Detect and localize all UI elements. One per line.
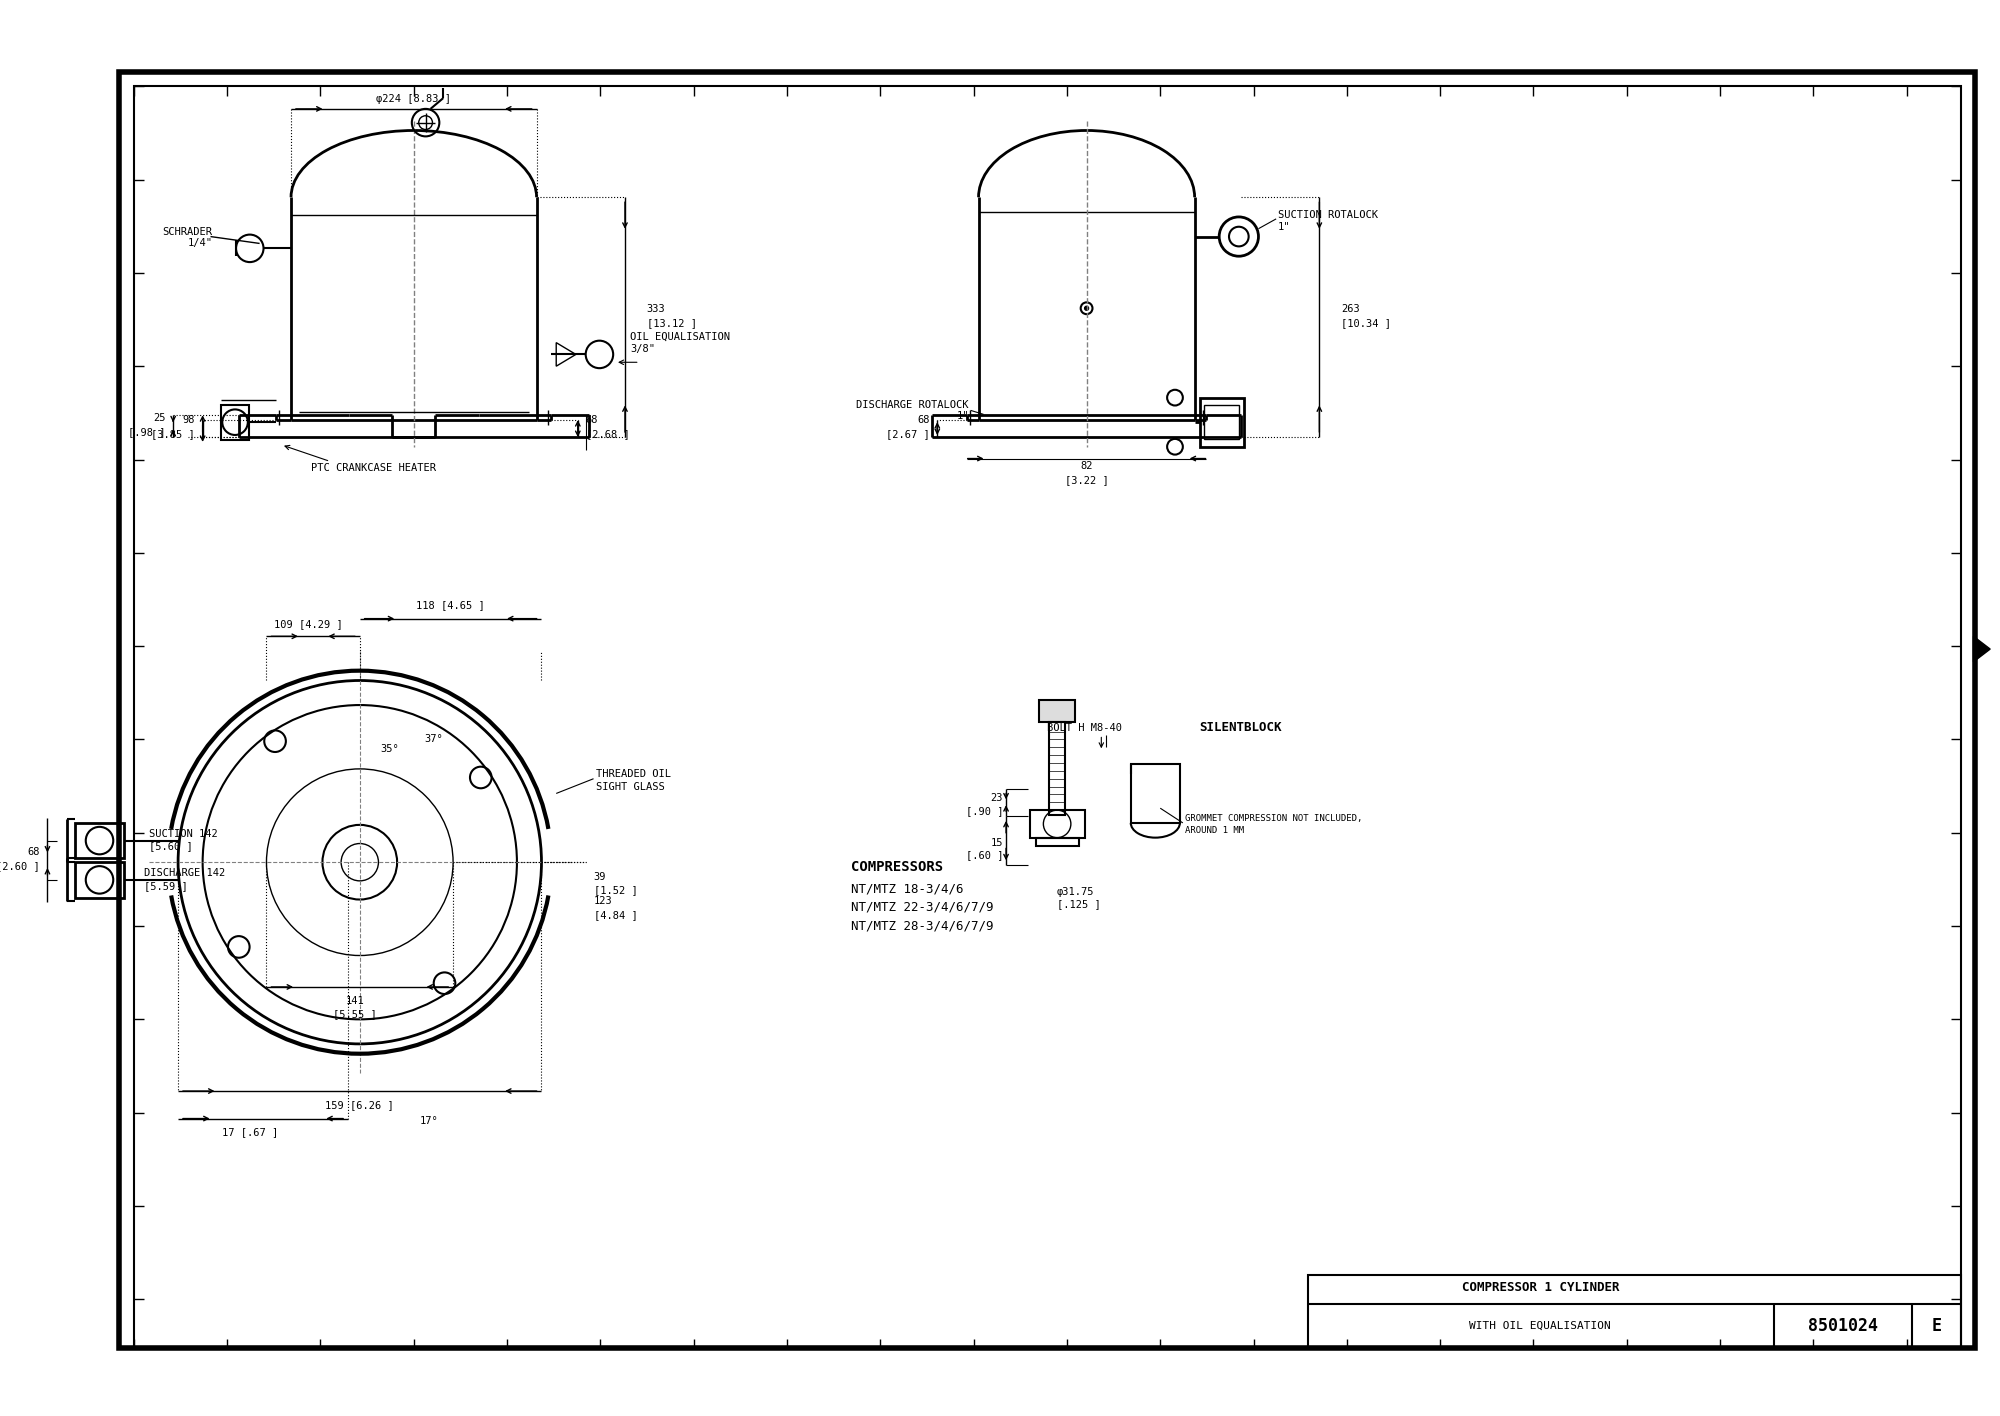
Text: NT/MTZ 18-3/4/6: NT/MTZ 18-3/4/6 [850,882,964,895]
Text: [.60 ]: [.60 ] [966,851,1004,861]
Text: 141: 141 [346,995,364,1005]
Text: NT/MTZ 28-3/4/6/7/9: NT/MTZ 28-3/4/6/7/9 [850,919,994,933]
Text: [4.84 ]: [4.84 ] [594,910,638,920]
Bar [1200,398,1244,446]
Text: [5.59 ]: [5.59 ] [144,881,188,891]
Text: [3.22 ]: [3.22 ] [1064,476,1108,486]
Text: 17°: 17° [420,1116,438,1126]
Bar [1030,810,1084,838]
Text: φ31.75: φ31.75 [1058,886,1094,896]
Text: 123: 123 [594,896,612,906]
Bar [74,823,124,858]
Text: BOLT H M8-40: BOLT H M8-40 [1048,722,1122,732]
Text: E: E [1932,1317,1942,1335]
Circle shape [1084,306,1088,310]
Text: φ224 [8.83 ]: φ224 [8.83 ] [376,93,452,103]
Bar [1040,700,1074,722]
Text: AROUND 1 MM: AROUND 1 MM [1184,827,1244,835]
Text: WITH OIL EQUALISATION: WITH OIL EQUALISATION [1470,1321,1612,1331]
Text: DISCHARGE ROTALOCK: DISCHARGE ROTALOCK [856,399,968,409]
Text: 159 [6.26 ]: 159 [6.26 ] [326,1100,394,1110]
Text: 68: 68 [916,415,930,425]
Text: SILENTBLOCK: SILENTBLOCK [1200,721,1282,733]
Text: SIGHT GLASS: SIGHT GLASS [596,782,664,792]
Text: [1.52 ]: [1.52 ] [594,885,638,895]
Text: [10.34 ]: [10.34 ] [1340,319,1390,329]
Text: THREADED OIL: THREADED OIL [596,769,670,779]
Polygon shape [1974,636,1990,661]
Text: 17 [.67 ]: 17 [.67 ] [222,1127,278,1137]
Text: 23: 23 [990,793,1004,803]
Bar [1308,1274,1960,1348]
Text: 68: 68 [28,847,40,857]
Text: SUCTION ROTALOCK: SUCTION ROTALOCK [1278,210,1378,219]
Text: 333: 333 [646,304,666,314]
Text: [2.60 ]: [2.60 ] [0,861,40,871]
Text: COMPRESSORS: COMPRESSORS [850,860,942,874]
Text: [2.68 ]: [2.68 ] [586,429,630,439]
Text: OIL EQUALISATION: OIL EQUALISATION [630,331,730,341]
Bar [74,862,124,898]
Text: 37°: 37° [424,735,442,745]
Text: COMPRESSOR 1 CYLINDER: COMPRESSOR 1 CYLINDER [1462,1281,1620,1294]
Text: [.125 ]: [.125 ] [1058,899,1100,909]
Text: GROMMET COMPRESSION NOT INCLUDED,: GROMMET COMPRESSION NOT INCLUDED, [1184,814,1362,823]
Text: 118 [4.65 ]: 118 [4.65 ] [416,600,484,610]
Text: 1/4": 1/4" [188,238,212,248]
Text: NT/MTZ 22-3/4/6/7/9: NT/MTZ 22-3/4/6/7/9 [850,901,994,913]
Bar [1036,838,1078,845]
Text: 25: 25 [152,413,166,423]
Text: 82: 82 [1080,462,1092,472]
Text: [.90 ]: [.90 ] [966,806,1004,816]
Text: 39: 39 [594,872,606,882]
Text: [5.60 ]: [5.60 ] [148,841,192,851]
Text: 3/8": 3/8" [630,344,654,354]
Text: [5.55 ]: [5.55 ] [332,1010,376,1020]
Text: SCHRADER: SCHRADER [162,227,212,236]
Text: SUCTION 142: SUCTION 142 [148,828,218,838]
Text: 15: 15 [990,837,1004,848]
Text: [3.85 ]: [3.85 ] [152,429,194,439]
Text: PTC CRANKCASE HEATER: PTC CRANKCASE HEATER [310,463,436,473]
Bar [222,405,248,440]
Text: [2.67 ]: [2.67 ] [886,429,930,439]
Bar [1130,765,1180,823]
Bar [1204,405,1238,439]
Text: 98: 98 [182,415,194,425]
Text: 8501024: 8501024 [1808,1317,1878,1335]
Bar [1050,722,1064,816]
Text: [13.12 ]: [13.12 ] [646,319,696,329]
Text: 35°: 35° [380,745,398,755]
Text: 1": 1" [1278,222,1290,232]
Text: 263: 263 [1340,304,1360,314]
Text: 1": 1" [956,411,968,422]
Text: [.98 ]: [.98 ] [128,428,166,438]
Text: DISCHARGE 142: DISCHARGE 142 [144,868,224,878]
Text: 109 [4.29 ]: 109 [4.29 ] [274,620,344,630]
Text: 68: 68 [586,415,598,425]
